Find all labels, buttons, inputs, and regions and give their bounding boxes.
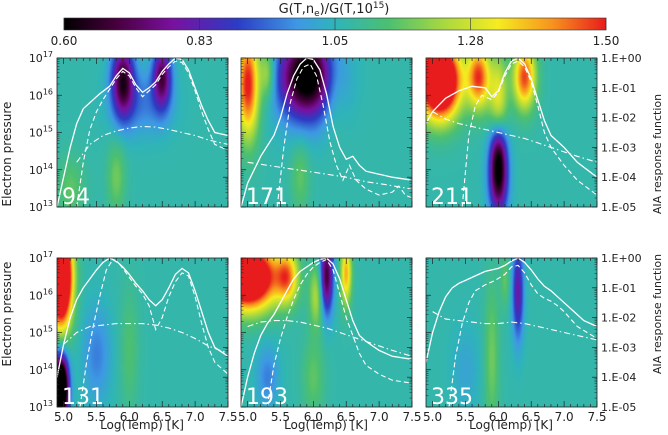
y-tick-label-left: 1015 [29,325,53,340]
x-tick-label: 7.0 [555,410,574,424]
x-tick-label: 5.5 [456,410,475,424]
y-tick-label-left: 1014 [29,362,53,377]
x-tick-label: 7.5 [402,410,421,424]
curves-94 [57,58,228,207]
colorbar-tick-label: 0.83 [186,34,213,48]
y-axis-title-left-top: Electron pressure [0,102,14,207]
colorbar: G(T,ne)/G(T,1015) 0.60 0.83 1.05 1.28 1.50 [51,1,620,48]
y-tick-label-left: 1014 [29,162,53,177]
x-tick-label: 5.0 [54,410,73,424]
y-tick-label-right: 1.E+00 [601,252,642,265]
y-tick-label-right: 1.E-05 [601,401,636,414]
y-tick-label-right: 1.E-04 [601,371,636,384]
y-tick-label-right: 1.E+00 [601,52,642,65]
y-axis-title-right-top: AIA response function [651,94,664,214]
heatmap-211 [426,58,597,207]
x-tick-label: 7.5 [218,410,237,424]
y-tick-label-left: 1015 [29,125,53,140]
curves-171 [241,58,412,207]
y-tick-label-right: 1.E-03 [601,341,636,354]
dashdot-curve [432,111,597,163]
colorbar-tick-label: 1.50 [593,34,620,48]
x-tick-label: 7.0 [186,410,205,424]
x-tick-label: 5.0 [423,410,442,424]
y-tick-label-left: 1013 [29,199,53,214]
x-tick-label: 6.0 [304,410,323,424]
dashdot-curve [76,125,228,163]
solid-curve [426,58,597,178]
dashdot-curve [432,311,597,341]
y-axis-title-right-bottom: AIA response function [651,254,664,374]
dashed-curve [461,60,597,207]
y-tick-label-left: 1016 [29,287,53,302]
colorbar-tick-label: 1.05 [322,34,349,48]
y-tick-label-left: 1016 [29,87,53,102]
x-tick-label: 7.0 [370,410,389,424]
x-tick-label: 5.5 [271,410,290,424]
y-tick-label-right: 1.E-01 [601,82,636,95]
solid-curve [426,258,597,363]
panel-211: 211 1.E-051.E-041.E-031.E-021.E-011.E+00 [425,52,642,214]
x-tick-label: 6.0 [489,410,508,424]
x-tick-label: 6.5 [337,410,356,424]
heatmap-131 [57,258,228,407]
curves-131 [57,258,228,407]
solid-curve [241,58,412,207]
y-tick-label-left: 1017 [29,50,53,65]
heatmap-171 [241,58,412,207]
x-tick-label: 5.5 [87,410,106,424]
x-axis-title-2: Log(Temp) [K] [284,418,368,432]
y-axis-title-left-bottom: Electron pressure [0,262,14,367]
x-tick-label: 7.5 [587,410,606,424]
y-tick-label-left: 1013 [29,399,53,414]
heatmap-335 [426,258,597,407]
curves-211 [426,58,597,207]
panel-label: 94 [62,185,90,210]
colorbar-tick-label: 1.28 [457,34,484,48]
dashdot-curve [63,323,228,354]
y-tick-label-right: 1.E-05 [601,201,636,214]
curves-335 [426,258,597,407]
colorbar-ticks: 0.60 0.83 1.05 1.28 1.50 [51,18,620,48]
x-tick-label: 5.0 [238,410,257,424]
dashed-curve [76,60,228,207]
solid-curve [57,58,228,207]
x-tick-label: 6.5 [522,410,541,424]
x-tick-label: 6.5 [153,410,172,424]
x-tick-label: 6.0 [120,410,139,424]
panel-94: 94 1013 1014 1015 1016 1017 [29,50,229,214]
x-axis-title-1: Log(Temp) [K] [100,418,184,432]
colorbar-tick-label: 0.60 [51,34,78,48]
solid-curve [57,258,228,378]
heatmap-193 [241,258,412,407]
dashed-curve [448,264,597,407]
dashdot-curve [247,320,412,357]
heatmap-94 [57,58,228,207]
y-tick-label-right: 1.E-02 [601,312,636,325]
y-tick-label-right: 1.E-04 [601,171,636,184]
dashed-curve [276,63,412,207]
y-tick-label-right: 1.E-01 [601,282,636,295]
colorbar-title: G(T,ne)/G(T,1015) [279,1,390,19]
y-tick-label-right: 1.E-03 [601,141,636,154]
panel-171: 171 [240,57,413,210]
y-tick-label-right: 1.E-02 [601,112,636,125]
y-tick-label-left: 1017 [29,250,53,265]
x-axis-title-3: Log(Temp) [K] [469,418,553,432]
